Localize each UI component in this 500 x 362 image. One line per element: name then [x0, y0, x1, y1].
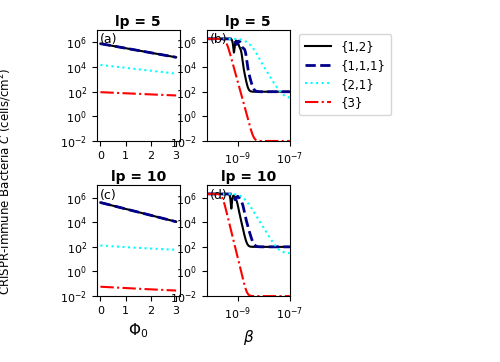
- Text: (a): (a): [100, 34, 117, 46]
- Text: (b): (b): [210, 34, 228, 46]
- Title: lp = 5: lp = 5: [116, 15, 161, 29]
- Title: lp = 10: lp = 10: [110, 170, 166, 184]
- Title: lp = 5: lp = 5: [226, 15, 271, 29]
- Text: (d): (d): [210, 189, 228, 202]
- Text: CRISPR-immune Bacteria $C$ (cells/cm$^2$): CRISPR-immune Bacteria $C$ (cells/cm$^2$…: [0, 67, 14, 295]
- X-axis label: $\Phi_0$: $\Phi_0$: [128, 321, 148, 340]
- Text: (c): (c): [100, 189, 116, 202]
- X-axis label: $\beta$: $\beta$: [242, 328, 254, 347]
- Legend: {1,2}, {1,1,1}, {2,1}, {3}: {1,2}, {1,1,1}, {2,1}, {3}: [299, 34, 392, 115]
- Title: lp = 10: lp = 10: [220, 170, 276, 184]
